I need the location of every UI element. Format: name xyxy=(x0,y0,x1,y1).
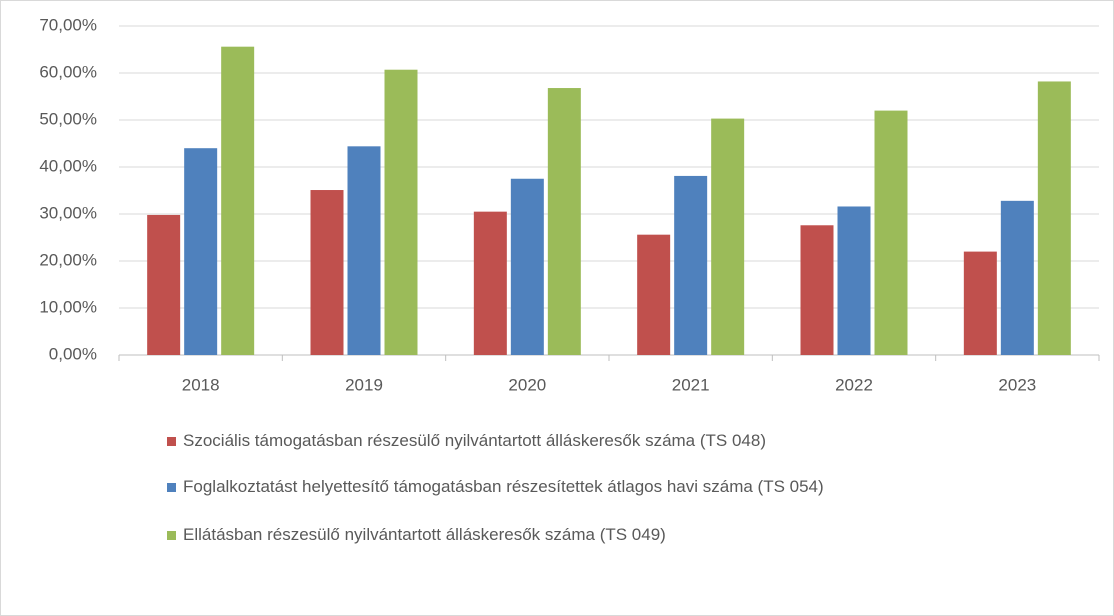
bar xyxy=(310,190,344,355)
x-tick-label: 2018 xyxy=(182,375,220,394)
bar xyxy=(547,88,581,355)
bar xyxy=(711,118,745,355)
legend: Szociális támogatásban részesülő nyilván… xyxy=(167,429,1067,547)
bar xyxy=(147,214,181,355)
y-tick-label: 10,00% xyxy=(39,297,97,316)
bar xyxy=(800,225,834,355)
y-tick-label: 40,00% xyxy=(39,156,97,175)
legend-item: Foglalkoztatást helyettesítő támogatásba… xyxy=(167,475,1067,499)
y-tick-label: 30,00% xyxy=(39,203,97,222)
bar xyxy=(874,110,908,355)
legend-label: Foglalkoztatást helyettesítő támogatásba… xyxy=(183,477,824,496)
plot: 0,00% 10,00% 20,00% 30,00% 40,00% 50,00% 60,00… xyxy=(39,15,1100,394)
bar xyxy=(674,175,708,355)
legend-item: Ellátásban részesülő nyilvántartott állá… xyxy=(167,523,1067,547)
legend-swatch xyxy=(167,531,176,540)
y-tick-label: 60,00% xyxy=(39,62,97,81)
bar xyxy=(1037,81,1071,356)
y-tick-label: 0,00% xyxy=(49,344,97,363)
bar xyxy=(963,251,997,355)
bar xyxy=(1000,200,1034,355)
x-tick-label: 2021 xyxy=(672,375,710,394)
bar xyxy=(184,148,218,355)
legend-label: Ellátásban részesülő nyilvántartott állá… xyxy=(183,525,666,544)
x-tick-label: 2022 xyxy=(835,375,873,394)
x-tick-label: 2019 xyxy=(345,375,383,394)
legend-swatch xyxy=(167,483,176,492)
bar xyxy=(473,211,507,355)
legend-label: Szociális támogatásban részesülő nyilván… xyxy=(183,431,766,450)
bar xyxy=(837,206,871,355)
x-tick-label: 2020 xyxy=(508,375,546,394)
bar xyxy=(347,146,381,355)
y-tick-label: 70,00% xyxy=(39,15,97,34)
y-tick-label: 50,00% xyxy=(39,109,97,128)
y-tick-label: 20,00% xyxy=(39,250,97,269)
legend-item: Szociális támogatásban részesülő nyilván… xyxy=(167,429,873,453)
bar xyxy=(510,178,544,355)
bar xyxy=(384,69,418,356)
bar xyxy=(221,46,255,356)
legend-swatch xyxy=(167,437,176,446)
bar xyxy=(637,234,671,355)
x-tick-label: 2023 xyxy=(998,375,1036,394)
